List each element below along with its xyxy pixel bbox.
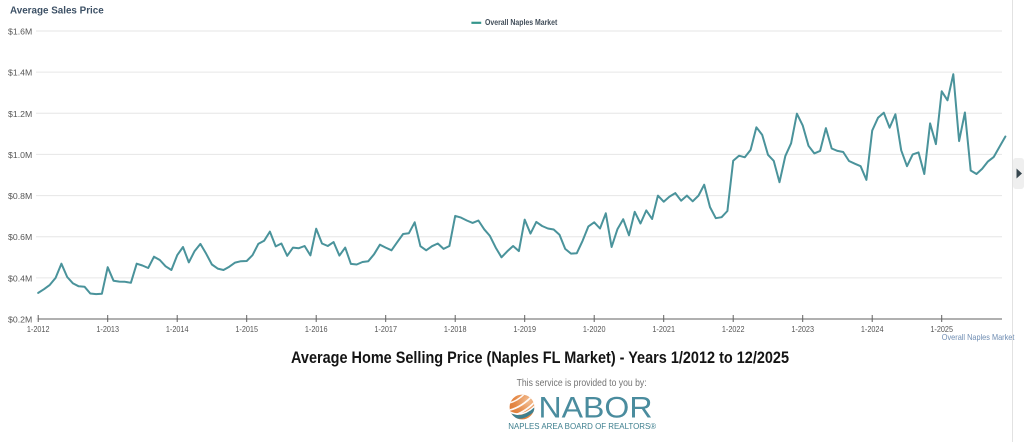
svg-text:1-2014: 1-2014	[166, 324, 189, 334]
svg-text:$0.6M: $0.6M	[8, 232, 32, 242]
svg-text:NAPLES AREA BOARD OF REALTORS®: NAPLES AREA BOARD OF REALTORS®	[508, 422, 656, 431]
svg-text:1-2024: 1-2024	[861, 324, 884, 334]
svg-text:1-2022: 1-2022	[722, 324, 745, 334]
svg-text:Average Home Selling Price (Na: Average Home Selling Price (Naples FL Ma…	[291, 348, 789, 367]
svg-text:This service is provided to yo: This service is provided to you by:	[517, 378, 647, 389]
svg-text:$1.4M: $1.4M	[8, 68, 32, 78]
svg-text:1-2015: 1-2015	[235, 324, 258, 334]
svg-text:1-2019: 1-2019	[513, 324, 536, 334]
svg-text:1-2017: 1-2017	[374, 324, 397, 334]
svg-text:1-2016: 1-2016	[305, 324, 328, 334]
svg-text:1-2020: 1-2020	[583, 324, 606, 334]
svg-text:$1.0M: $1.0M	[8, 150, 32, 160]
svg-text:Average Sales Price: Average Sales Price	[10, 5, 104, 16]
svg-text:$1.2M: $1.2M	[8, 109, 32, 119]
svg-text:$1.6M: $1.6M	[8, 27, 32, 37]
svg-text:NABOR: NABOR	[539, 392, 653, 425]
svg-text:$0.8M: $0.8M	[8, 191, 32, 201]
svg-text:1-2018: 1-2018	[444, 324, 467, 334]
svg-text:Overall Naples Market: Overall Naples Market	[942, 332, 1015, 342]
svg-text:1-2012: 1-2012	[27, 324, 50, 334]
svg-text:$0.4M: $0.4M	[8, 273, 32, 283]
svg-text:1-2023: 1-2023	[791, 324, 814, 334]
svg-text:1-2025: 1-2025	[930, 324, 953, 334]
svg-text:1-2013: 1-2013	[96, 324, 119, 334]
svg-text:$0.2M: $0.2M	[8, 315, 32, 325]
svg-text:Overall Naples Market: Overall Naples Market	[485, 18, 558, 27]
svg-text:1-2021: 1-2021	[652, 324, 675, 334]
